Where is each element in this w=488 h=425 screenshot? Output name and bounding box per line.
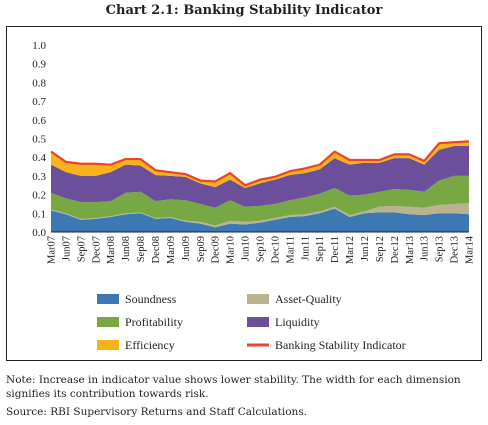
bsi-line-layer: [50, 140, 470, 187]
legend-swatch-bsi: [247, 343, 269, 347]
y-tick-labels: 0.0 0.1 0.2 0.3 0.4 0.5 0.6 0.7 0.8 0.9 1.0: [32, 40, 46, 239]
x-tick-label: Dec13: [450, 236, 461, 263]
x-tick-label: Dec09: [211, 236, 222, 263]
legend-label-soundness: Soundness: [125, 292, 177, 306]
x-tick-label: Dec08: [151, 236, 162, 263]
source-text: RBI Supervisory Returns and Staff Calcul…: [50, 406, 308, 418]
legend-label-bsi: Banking Stability Indicator: [275, 338, 406, 352]
x-tick-label: Sep07: [76, 236, 87, 262]
x-tick-label: Sep08: [136, 236, 147, 262]
x-tick-label: Dec12: [390, 236, 401, 263]
y-tick-label: 0.6: [32, 115, 46, 127]
source-label: Source:: [6, 406, 47, 418]
y-tick-label: 0.1: [32, 208, 46, 220]
x-tick-label: Mar07: [47, 236, 58, 264]
x-tick-label: Mar14: [465, 235, 476, 264]
y-tick-label: 1.0: [32, 40, 46, 52]
x-tick-label: Dec11: [330, 236, 341, 263]
legend-label-asset-quality: Asset-Quality: [275, 292, 342, 306]
y-tick-label: 0.3: [32, 171, 46, 183]
bsi-line: [50, 140, 470, 187]
chart-note: Note: Increase in indicator value shows …: [6, 373, 484, 401]
chart-frame: 0.0 0.1 0.2 0.3 0.4 0.5 0.6 0.7 0.8 0.9 1.0 Mar07 J…: [6, 26, 482, 361]
x-tick-label: Sep13: [435, 236, 446, 262]
x-tick-label: Mar12: [345, 236, 356, 264]
x-tick-label: Jun07: [61, 236, 72, 261]
x-tick-label: Mar09: [166, 236, 177, 264]
x-tick-label: Sep09: [196, 236, 207, 262]
x-tick-label: Dec10: [270, 236, 281, 263]
y-tick-label: 0.4: [32, 152, 46, 164]
legend-label-efficiency: Efficiency: [125, 338, 175, 352]
x-tick-label: Jun13: [420, 236, 431, 261]
x-tick-label: Dec07: [91, 236, 102, 263]
legend-label-profitability: Profitability: [125, 315, 183, 329]
x-tick-label: Jun12: [360, 236, 371, 261]
legend: Soundness Asset-Quality Profitability Liqui…: [97, 292, 406, 352]
x-tick-label: Sep10: [256, 236, 267, 262]
area-soundness: [51, 208, 469, 232]
x-tick-label: Sep11: [315, 236, 326, 262]
legend-swatch-efficiency: [97, 340, 119, 350]
y-tick-label: 0.9: [32, 59, 46, 71]
note-text: Increase in indicator value shows lower …: [6, 374, 461, 400]
x-tick-label: Jun10: [241, 236, 252, 261]
banking-stability-chart: 0.00.10.20.30.40.50.60.70.80.91.0 Mar07 J…: [32, 40, 476, 352]
area-profitability: [51, 175, 469, 226]
y-tick-label: 0.2: [32, 190, 46, 202]
chart-source: Source: RBI Supervisory Returns and Staf…: [6, 405, 484, 419]
legend-swatch-profitability: [97, 317, 119, 327]
legend-swatch-liquidity: [247, 317, 269, 327]
y-tick-label: 0.5: [32, 134, 46, 146]
legend-swatch-soundness: [97, 294, 119, 304]
x-tick-label: Mar13: [405, 236, 416, 264]
y-tick-label: 0.0: [32, 227, 46, 239]
area-asset-quality: [51, 203, 469, 228]
x-tick-label: Jun09: [181, 236, 192, 261]
x-tick-label: Sep12: [375, 236, 386, 262]
stacked-areas: [51, 141, 469, 232]
x-tick-label: Mar11: [285, 236, 296, 264]
area-efficiency: [51, 141, 469, 189]
area-liquidity: [51, 145, 469, 208]
y-tick-label: 0.8: [32, 77, 46, 89]
x-tick-labels: Mar07 Jun07 Sep07 Dec07 Mar08 Jun08 Sep08 Dec08…: [47, 235, 476, 264]
legend-swatch-asset-quality: [247, 294, 269, 304]
chart-title: Chart 2.1: Banking Stability Indicator: [105, 3, 383, 18]
x-tick-label: Jun08: [121, 236, 132, 261]
x-tick-label: Jun11: [300, 236, 311, 261]
legend-label-liquidity: Liquidity: [275, 315, 320, 329]
x-tick-label: Mar10: [226, 236, 237, 264]
x-tick-label: Mar08: [106, 236, 117, 264]
y-tick-label: 0.7: [32, 96, 46, 108]
note-label: Note:: [6, 374, 36, 386]
